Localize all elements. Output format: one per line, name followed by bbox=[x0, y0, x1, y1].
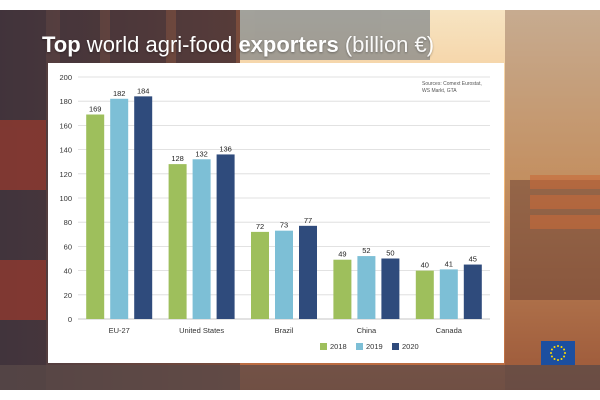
bar bbox=[381, 258, 400, 319]
eu-flag-star bbox=[564, 352, 566, 354]
eu-flag-star bbox=[563, 348, 566, 351]
bar bbox=[110, 98, 129, 319]
legend-label: 2020 bbox=[402, 342, 419, 351]
x-category-label: Canada bbox=[436, 326, 463, 335]
y-tick-label: 120 bbox=[59, 170, 72, 179]
eu-flag-star bbox=[560, 345, 563, 348]
bar bbox=[275, 230, 293, 319]
legend-swatch bbox=[356, 343, 363, 350]
eu-flag-star bbox=[553, 358, 556, 361]
bar-value-label: 45 bbox=[469, 255, 477, 264]
eu-flag-star bbox=[560, 358, 563, 361]
y-tick-label: 140 bbox=[59, 146, 72, 155]
eu-flag-star bbox=[550, 348, 553, 351]
legend-swatch bbox=[392, 343, 399, 350]
headline-part-middle: world agri-food bbox=[80, 32, 239, 57]
exporters-bar-chart: 0 20 40 60 80 100 120 140 160 180 200 169 182 184 EU-2… bbox=[48, 63, 504, 363]
eu-flag-star bbox=[550, 355, 553, 358]
x-category-label: EU-27 bbox=[109, 326, 130, 335]
x-category-label: United States bbox=[179, 326, 224, 335]
y-tick-label: 180 bbox=[59, 97, 72, 106]
eu-flag-icon bbox=[541, 341, 575, 365]
eu-flag-star bbox=[557, 359, 559, 361]
bar bbox=[357, 256, 376, 319]
bar bbox=[86, 114, 105, 319]
y-tick-label: 40 bbox=[64, 267, 72, 276]
bar bbox=[168, 164, 187, 319]
bar bbox=[333, 259, 352, 319]
x-category-label: Brazil bbox=[275, 326, 294, 335]
bar-value-label: 136 bbox=[219, 144, 232, 153]
headline-part-unit: (billion €) bbox=[338, 32, 435, 57]
bar bbox=[439, 269, 458, 319]
y-tick-label: 20 bbox=[64, 291, 72, 300]
bar-value-label: 50 bbox=[386, 249, 394, 258]
legend-label: 2019 bbox=[366, 342, 383, 351]
bar-value-label: 182 bbox=[113, 89, 126, 98]
bar-value-label: 73 bbox=[280, 221, 288, 230]
bar bbox=[134, 96, 153, 319]
bar bbox=[251, 231, 269, 319]
headline-part-top: Top bbox=[42, 32, 81, 57]
y-tick-label: 160 bbox=[59, 121, 72, 130]
y-tick-label: 0 bbox=[68, 315, 72, 324]
eu-flag-star bbox=[550, 352, 552, 354]
legend-label: 2018 bbox=[330, 342, 347, 351]
headline: Top world agri-food exporters (billion €… bbox=[42, 32, 434, 58]
bar-value-label: 132 bbox=[195, 149, 208, 158]
bar-value-label: 169 bbox=[89, 105, 102, 114]
y-tick-label: 60 bbox=[64, 242, 72, 251]
y-tick-label: 100 bbox=[59, 194, 72, 203]
bar bbox=[216, 154, 235, 319]
eu-flag-star bbox=[557, 345, 559, 347]
bar-value-label: 184 bbox=[137, 86, 150, 95]
headline-part-exporters: exporters bbox=[238, 32, 339, 57]
bar-value-label: 41 bbox=[445, 259, 453, 268]
y-tick-label: 80 bbox=[64, 218, 72, 227]
bar-value-label: 40 bbox=[421, 261, 429, 270]
bar bbox=[299, 225, 317, 319]
bar-value-label: 77 bbox=[304, 216, 312, 225]
eu-flag-star bbox=[563, 355, 566, 358]
legend-swatch bbox=[320, 343, 327, 350]
x-category-label: China bbox=[357, 326, 377, 335]
bar-value-label: 49 bbox=[338, 250, 346, 259]
bar bbox=[415, 270, 434, 319]
bar bbox=[192, 159, 211, 319]
source-note-line-1: Sources: Comext Eurostat, bbox=[422, 81, 482, 87]
y-tick-label: 200 bbox=[59, 73, 72, 82]
source-note-line-2: WS Markt, GTA bbox=[422, 88, 457, 94]
bar-value-label: 52 bbox=[362, 246, 370, 255]
bar-value-label: 72 bbox=[256, 222, 264, 231]
eu-flag-star bbox=[553, 345, 556, 348]
bar bbox=[463, 264, 482, 319]
bar-value-label: 128 bbox=[171, 154, 184, 163]
